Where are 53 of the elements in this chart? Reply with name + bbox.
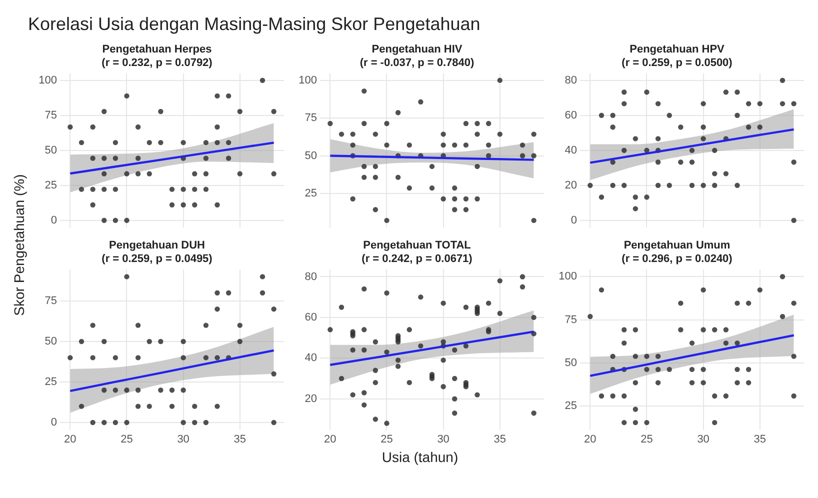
x-tick-label: 35 — [754, 433, 766, 446]
x-tick-label: 30 — [177, 433, 190, 446]
chart-subtitle: (r = 0.259, p = 0.0495) — [102, 252, 213, 265]
x-tick-label: 25 — [120, 433, 133, 446]
y-tick-label: 60 — [564, 109, 577, 122]
text: Korelasi Usia dengan Masing-Masing Skor Pengetahuan — [27, 13, 482, 36]
y-tick-label: 20 — [564, 179, 577, 192]
y-tick-label: 50 — [44, 336, 57, 348]
y-tick-label: 50 — [44, 144, 57, 156]
x-tick-label: 20 — [584, 433, 596, 446]
y-tick-label: 100 — [38, 74, 57, 86]
chart-subtitle: (r = 0.242, p = 0.0671) — [362, 252, 473, 265]
x-tick-label: 30 — [697, 433, 710, 446]
chart-subtitle: (r = 0.232, p = 0.0792) — [102, 56, 213, 69]
y-tick-label: 75 — [44, 295, 57, 308]
y-tick-label: 100 — [558, 270, 577, 283]
chart-subtitle: (r = -0.037, p = 0.7840) — [360, 56, 474, 69]
y-tick-label: 75 — [564, 314, 577, 326]
x-tick-label: 20 — [64, 433, 76, 446]
y-tick-label: 0 — [50, 214, 57, 226]
chart-title: Pengetahuan TOTAL — [363, 240, 472, 252]
chart-title: Pengetahuan Umum — [624, 240, 730, 252]
y-tick-label: 100 — [298, 74, 317, 86]
x-tick-label: 30 — [437, 433, 450, 446]
y-tick-label: 25 — [564, 400, 577, 412]
y-tick-label: 0 — [570, 214, 577, 226]
chart-subtitle: (r = 0.296, p = 0.0240) — [622, 252, 733, 265]
y-tick-label: 80 — [304, 270, 317, 283]
x-tick-label: 35 — [494, 433, 506, 446]
y-tick-label: 75 — [304, 112, 317, 124]
y-tick-label: 0 — [50, 416, 57, 429]
x-tick-label: 25 — [640, 433, 653, 446]
y-tick-label: 25 — [44, 179, 57, 192]
chart-title: Pengetahuan DUH — [109, 240, 206, 252]
x-tick-label: 25 — [380, 433, 393, 446]
chart-title: Pengetahuan HPV — [630, 44, 726, 56]
y-tick-label: 25 — [304, 187, 317, 200]
y-tick-label: 60 — [304, 311, 317, 324]
chart-title: Pengetahuan Herpes — [102, 44, 212, 56]
y-tick-label: 80 — [564, 74, 577, 86]
x-tick-label: 20 — [324, 433, 336, 446]
chart-subtitle: (r = 0.259, p = 0.0500) — [622, 56, 733, 69]
y-tick-label: 75 — [44, 109, 57, 122]
chart-title: Pengetahuan HIV — [372, 44, 463, 56]
y-tick-label: 40 — [304, 352, 317, 364]
text: Skor Pengetahuan (%) — [11, 174, 27, 316]
x-tick-label: 35 — [234, 433, 246, 446]
text: Usia (tahun) — [380, 449, 460, 465]
y-tick-label: 50 — [304, 150, 317, 162]
y-tick-label: 50 — [564, 356, 577, 369]
y-tick-label: 40 — [564, 144, 577, 156]
y-tick-label: 20 — [304, 392, 317, 405]
y-tick-label: 25 — [44, 376, 57, 388]
